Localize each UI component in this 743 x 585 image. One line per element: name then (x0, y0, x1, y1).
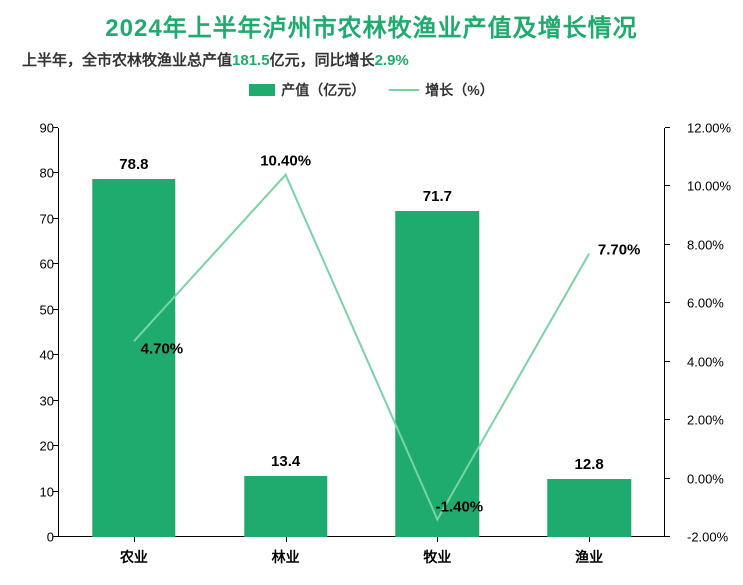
legend-line: 增长（%） (389, 80, 493, 100)
y-left-tick: 10 (4, 484, 54, 499)
subtitle-total-value: 181.5 (232, 52, 270, 69)
line-value-label: 4.70% (141, 341, 184, 358)
subtitle-mid: 亿元，同比增长 (270, 52, 375, 69)
legend-line-label: 增长（%） (425, 80, 493, 100)
y-left-tick-mark (53, 445, 58, 446)
y-left-tick-mark (53, 263, 58, 264)
x-tick: 农业 (58, 547, 210, 567)
legend: 产值（亿元） 增长（%） (0, 80, 743, 100)
y-right-tick-mark (665, 127, 670, 128)
y-right-tick-mark (665, 244, 670, 245)
y-left-tick: 0 (4, 530, 54, 545)
y-left-tick-mark (53, 536, 58, 537)
y-right-tick-mark (665, 302, 670, 303)
y-right-tick: 0.00% (687, 471, 737, 486)
subtitle-growth-value: 2.9% (375, 52, 409, 69)
y-left-tick: 30 (4, 393, 54, 408)
y-right-tick-mark (665, 419, 670, 420)
x-axis-ticks: 农业林业牧业渔业 (58, 547, 665, 567)
y-left-tick: 50 (4, 302, 54, 317)
subtitle-prefix: 上半年，全市农林牧渔业总产值 (22, 52, 232, 69)
y-left-tick-mark (53, 400, 58, 401)
line-value-label: 10.40% (260, 152, 311, 169)
x-tick: 林业 (210, 547, 362, 567)
y-left-axis-ticks: 0102030405060708090 (4, 128, 54, 537)
y-right-tick: 10.00% (687, 179, 737, 194)
y-right-tick: 6.00% (687, 296, 737, 311)
y-right-tick: 4.00% (687, 354, 737, 369)
x-tick: 渔业 (513, 547, 665, 567)
y-right-tick-mark (665, 185, 670, 186)
x-tick: 牧业 (362, 547, 514, 567)
x-tick-mark (134, 537, 135, 542)
x-tick-mark (589, 537, 590, 542)
legend-bar: 产值（亿元） (249, 80, 365, 100)
legend-line-swatch (389, 89, 419, 91)
plot-area: 78.813.471.712.8 4.70%10.40%-1.40%7.70% (58, 128, 665, 537)
y-left-tick: 90 (4, 121, 54, 136)
y-right-tick: -2.00% (687, 530, 737, 545)
y-left-tick: 60 (4, 257, 54, 272)
line-value-label: 7.70% (598, 241, 641, 258)
y-left-tick-mark (53, 309, 58, 310)
y-left-tick: 70 (4, 211, 54, 226)
line-layer (58, 128, 665, 537)
y-right-tick: 2.00% (687, 413, 737, 428)
line-value-label: -1.40% (436, 499, 484, 516)
y-right-tick: 8.00% (687, 237, 737, 252)
x-tick-mark (286, 537, 287, 542)
y-left-tick-mark (53, 172, 58, 173)
legend-bar-label: 产值（亿元） (281, 80, 365, 100)
y-right-tick: 12.00% (687, 121, 737, 136)
y-left-tick: 40 (4, 348, 54, 363)
y-left-tick-mark (53, 354, 58, 355)
y-left-tick: 20 (4, 439, 54, 454)
y-left-tick-mark (53, 491, 58, 492)
y-right-axis-ticks: -2.00%0.00%2.00%4.00%6.00%8.00%10.00%12.… (687, 128, 737, 537)
legend-bar-swatch (249, 84, 275, 96)
y-left-tick-mark (53, 218, 58, 219)
growth-line (134, 175, 589, 520)
y-right-tick-mark (665, 361, 670, 362)
chart-title: 2024年上半年泸州市农林牧渔业产值及增长情况 (0, 0, 743, 43)
y-left-tick-mark (53, 127, 58, 128)
chart-subtitle: 上半年，全市农林牧渔业总产值181.5亿元，同比增长2.9% (0, 43, 743, 70)
y-left-tick: 80 (4, 166, 54, 181)
y-right-tick-mark (665, 478, 670, 479)
x-tick-mark (437, 537, 438, 542)
y-right-tick-mark (665, 536, 670, 537)
